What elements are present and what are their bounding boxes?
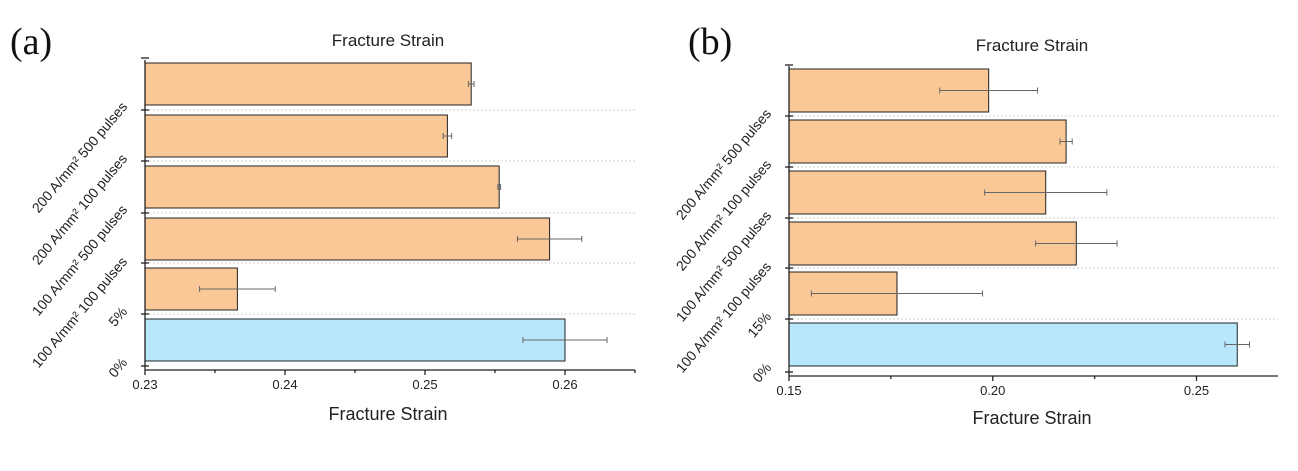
chart-b-error-bar-100-a-mm-100-pulses [1035, 240, 1118, 247]
chart-a-error-bar-200-a-mm-100-pulses [442, 133, 453, 139]
chart-a-error-bar-100-a-mm-500-pulses [497, 184, 502, 190]
chart-b-grid [789, 115, 1278, 320]
chart-b-x-tick-label: 0.15 [776, 383, 801, 398]
chart-a-x-tick-label: 0.23 [132, 377, 157, 392]
chart-a-category-label: 5% [105, 304, 130, 330]
chart-b-title: Fracture Strain [976, 36, 1088, 55]
chart-b-bars [788, 68, 1238, 367]
chart-b-error-bar-100-a-mm-500-pulses [984, 189, 1108, 196]
chart-b-x-tick-label: 0.20 [980, 383, 1005, 398]
chart-a-x-tick-label: 0.24 [272, 377, 297, 392]
panel-b: (b) Fracture Strain Fracture Strain 0.15… [673, 21, 1278, 428]
chart-b-bar-200-a-mm-100-pulses [788, 119, 1067, 164]
panel-a: (a) Fracture Strain Fracture Strain 0.23… [10, 21, 636, 424]
chart-a-x-tick-label: 0.26 [552, 377, 577, 392]
chart-a-grid [145, 109, 635, 315]
panel-b-label: (b) [688, 21, 732, 63]
chart-a-x-ticks: 0.23 0.24 0.25 0.26 [132, 370, 636, 392]
chart-b-x-tick-label: 0.25 [1184, 383, 1209, 398]
chart-b-x-ticks: 0.15 0.20 0.25 [776, 376, 1209, 398]
chart-a-x-axis-title: Fracture Strain [328, 404, 447, 424]
chart-a-bar-0 [144, 318, 566, 362]
chart-a-bar-100-a-mm-500-pulses [144, 165, 500, 209]
chart-b-error-bar-200-a-mm-100-pulses [1059, 138, 1073, 145]
chart-a-bar-200-a-mm-500-pulses [144, 62, 472, 106]
chart-a-bar-200-a-mm-100-pulses [144, 114, 448, 158]
chart-b-x-axis-title: Fracture Strain [972, 408, 1091, 428]
chart-a-error-bar-0 [522, 337, 608, 343]
chart-b-bar-0 [788, 322, 1238, 367]
chart-a-error-bar-100-a-mm-100-pulses [516, 236, 583, 242]
chart-a-error-bar-5 [199, 286, 276, 292]
chart-a-category-label: 0% [105, 355, 130, 381]
chart-a-axes [141, 57, 635, 371]
chart-a-bars [144, 62, 566, 362]
chart-a-error-bars [199, 81, 608, 343]
chart-a-error-bar-200-a-mm-500-pulses [467, 81, 475, 87]
chart-b-bar-100-a-mm-100-pulses [788, 221, 1077, 266]
chart-b-error-bar-200-a-mm-500-pulses [939, 87, 1039, 94]
chart-b-error-bar-15 [810, 290, 984, 297]
panel-a-label: (a) [10, 21, 52, 63]
chart-b-category-label: 0% [749, 360, 774, 386]
chart-b-error-bars [810, 87, 1250, 348]
chart-a-title: Fracture Strain [332, 31, 444, 50]
chart-a-x-tick-label: 0.25 [412, 377, 437, 392]
chart-b-category-label: 15% [744, 309, 774, 341]
chart-a-bar-100-a-mm-100-pulses [144, 217, 551, 261]
chart-b-error-bar-0 [1224, 341, 1250, 348]
